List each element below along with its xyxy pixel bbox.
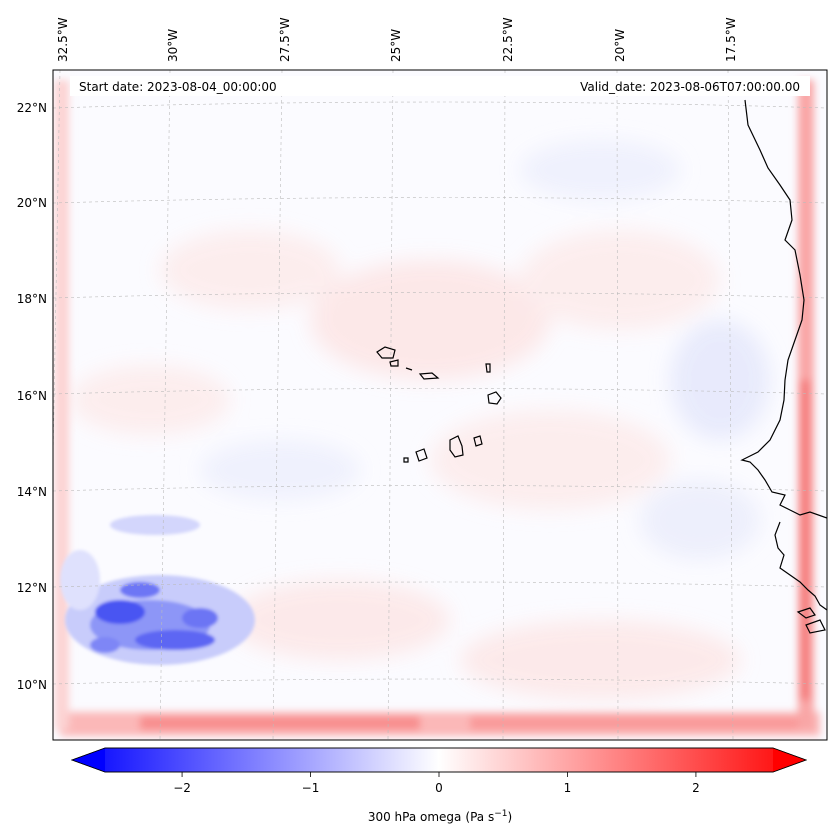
colorbar-tick-label: −1: [302, 781, 320, 795]
lon-label: 25°W: [389, 29, 403, 62]
colorbar-tick-label: −2: [173, 781, 191, 795]
cape-verde-islands: [376, 346, 502, 463]
lat-label: 22°N: [17, 101, 47, 115]
start-date: Start date: 2023-08-04_00:00:00: [79, 80, 277, 94]
colorbar-tick-label: 0: [435, 781, 443, 795]
lat-label: 10°N: [17, 678, 47, 692]
lon-label: 22.5°W: [501, 17, 515, 62]
colorbar: −2 −1 0 1 2 300 hPa omega (Pa s−1): [70, 747, 808, 824]
valid-date: Valid_date: 2023-08-06T07:00:00.00: [580, 80, 800, 94]
colorbar-units-exponent: −1: [494, 809, 507, 819]
colorbar-units-suffix: ): [507, 810, 512, 824]
omega-field: [53, 70, 827, 740]
graticule: [53, 70, 827, 740]
colorbar-ticks: −2 −1 0 1 2: [173, 772, 700, 795]
colorbar-label: 300 hPa omega (Pa s−1): [368, 809, 512, 824]
lon-label: 30°W: [166, 29, 180, 62]
lat-label: 18°N: [17, 292, 47, 306]
coastline: [740, 99, 827, 634]
header-box: [70, 76, 810, 96]
lat-label: 20°N: [17, 196, 47, 210]
colorbar-units-prefix: (Pa s: [465, 810, 494, 824]
map-frame: [52, 69, 828, 741]
colorbar-outline: [70, 747, 808, 773]
colorbar-extend-max: [773, 748, 806, 772]
lon-label: 32.5°W: [56, 17, 70, 62]
colorbar-tick-label: 1: [564, 781, 572, 795]
colorbar-body: [70, 747, 808, 773]
lat-label: 16°N: [17, 389, 47, 403]
lon-label: 20°W: [613, 29, 627, 62]
longitude-labels: 32.5°W 30°W 27.5°W 25°W 22.5°W 20°W 17.5…: [56, 17, 738, 62]
colorbar-tick-label: 2: [692, 781, 700, 795]
latitude-labels: 22°N 20°N 18°N 16°N 14°N 12°N 10°N: [17, 101, 47, 692]
lat-label: 12°N: [17, 581, 47, 595]
lon-label: 17.5°W: [724, 17, 738, 62]
colorbar-extend-min: [72, 748, 105, 772]
colorbar-variable: 300 hPa omega: [368, 810, 462, 824]
lat-label: 14°N: [17, 485, 47, 499]
lon-label: 27.5°W: [278, 17, 292, 62]
